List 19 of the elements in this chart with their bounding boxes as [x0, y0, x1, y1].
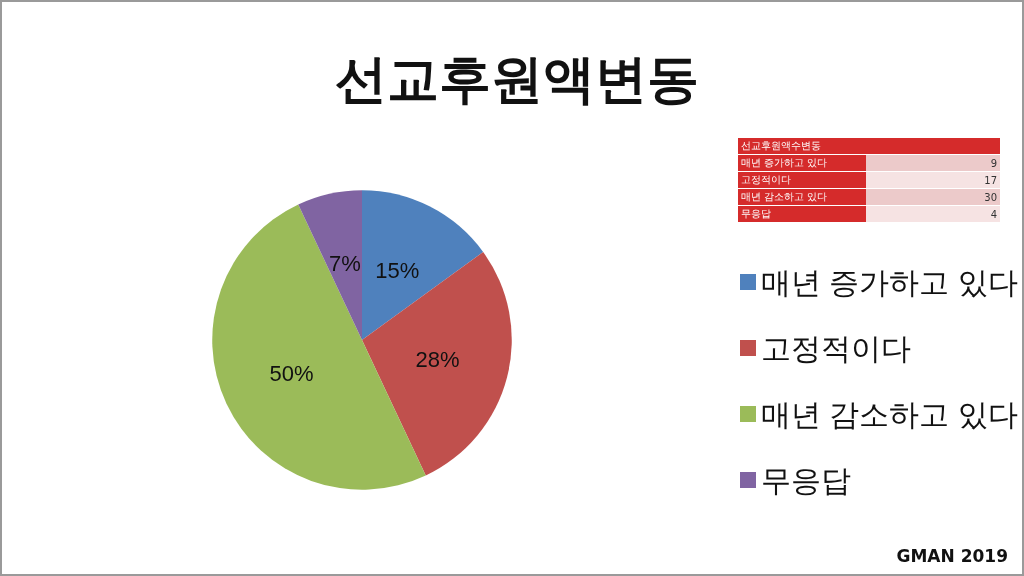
text: 30 — [866, 189, 1000, 205]
text: 9 — [866, 155, 1000, 171]
category-label: 매년 감소하고 있다 — [741, 191, 828, 202]
text: 4 — [866, 206, 1000, 222]
data-label: 7% — [329, 251, 361, 277]
chart-title: 선교후원액변동 — [335, 50, 699, 108]
data-label: 50% — [269, 360, 314, 386]
category-label: 무응답 — [741, 208, 771, 219]
category-label: 고정적이다 — [741, 174, 791, 185]
legend-label: 매년 감소하고 있다 — [761, 397, 1018, 431]
category-label: 매년 증가하고 있다 — [741, 157, 828, 168]
legend-label: 고정적이다 — [761, 331, 911, 365]
text: 17 — [866, 172, 1000, 188]
text: 선교후원액수변동 — [738, 138, 866, 154]
text: GMAN 2019 — [896, 546, 1008, 566]
data-label: 28% — [415, 346, 460, 372]
data-label: 15% — [375, 258, 420, 284]
legend-label: 무응답 — [761, 463, 851, 497]
legend-label: 매년 증가하고 있다 — [761, 265, 1018, 299]
